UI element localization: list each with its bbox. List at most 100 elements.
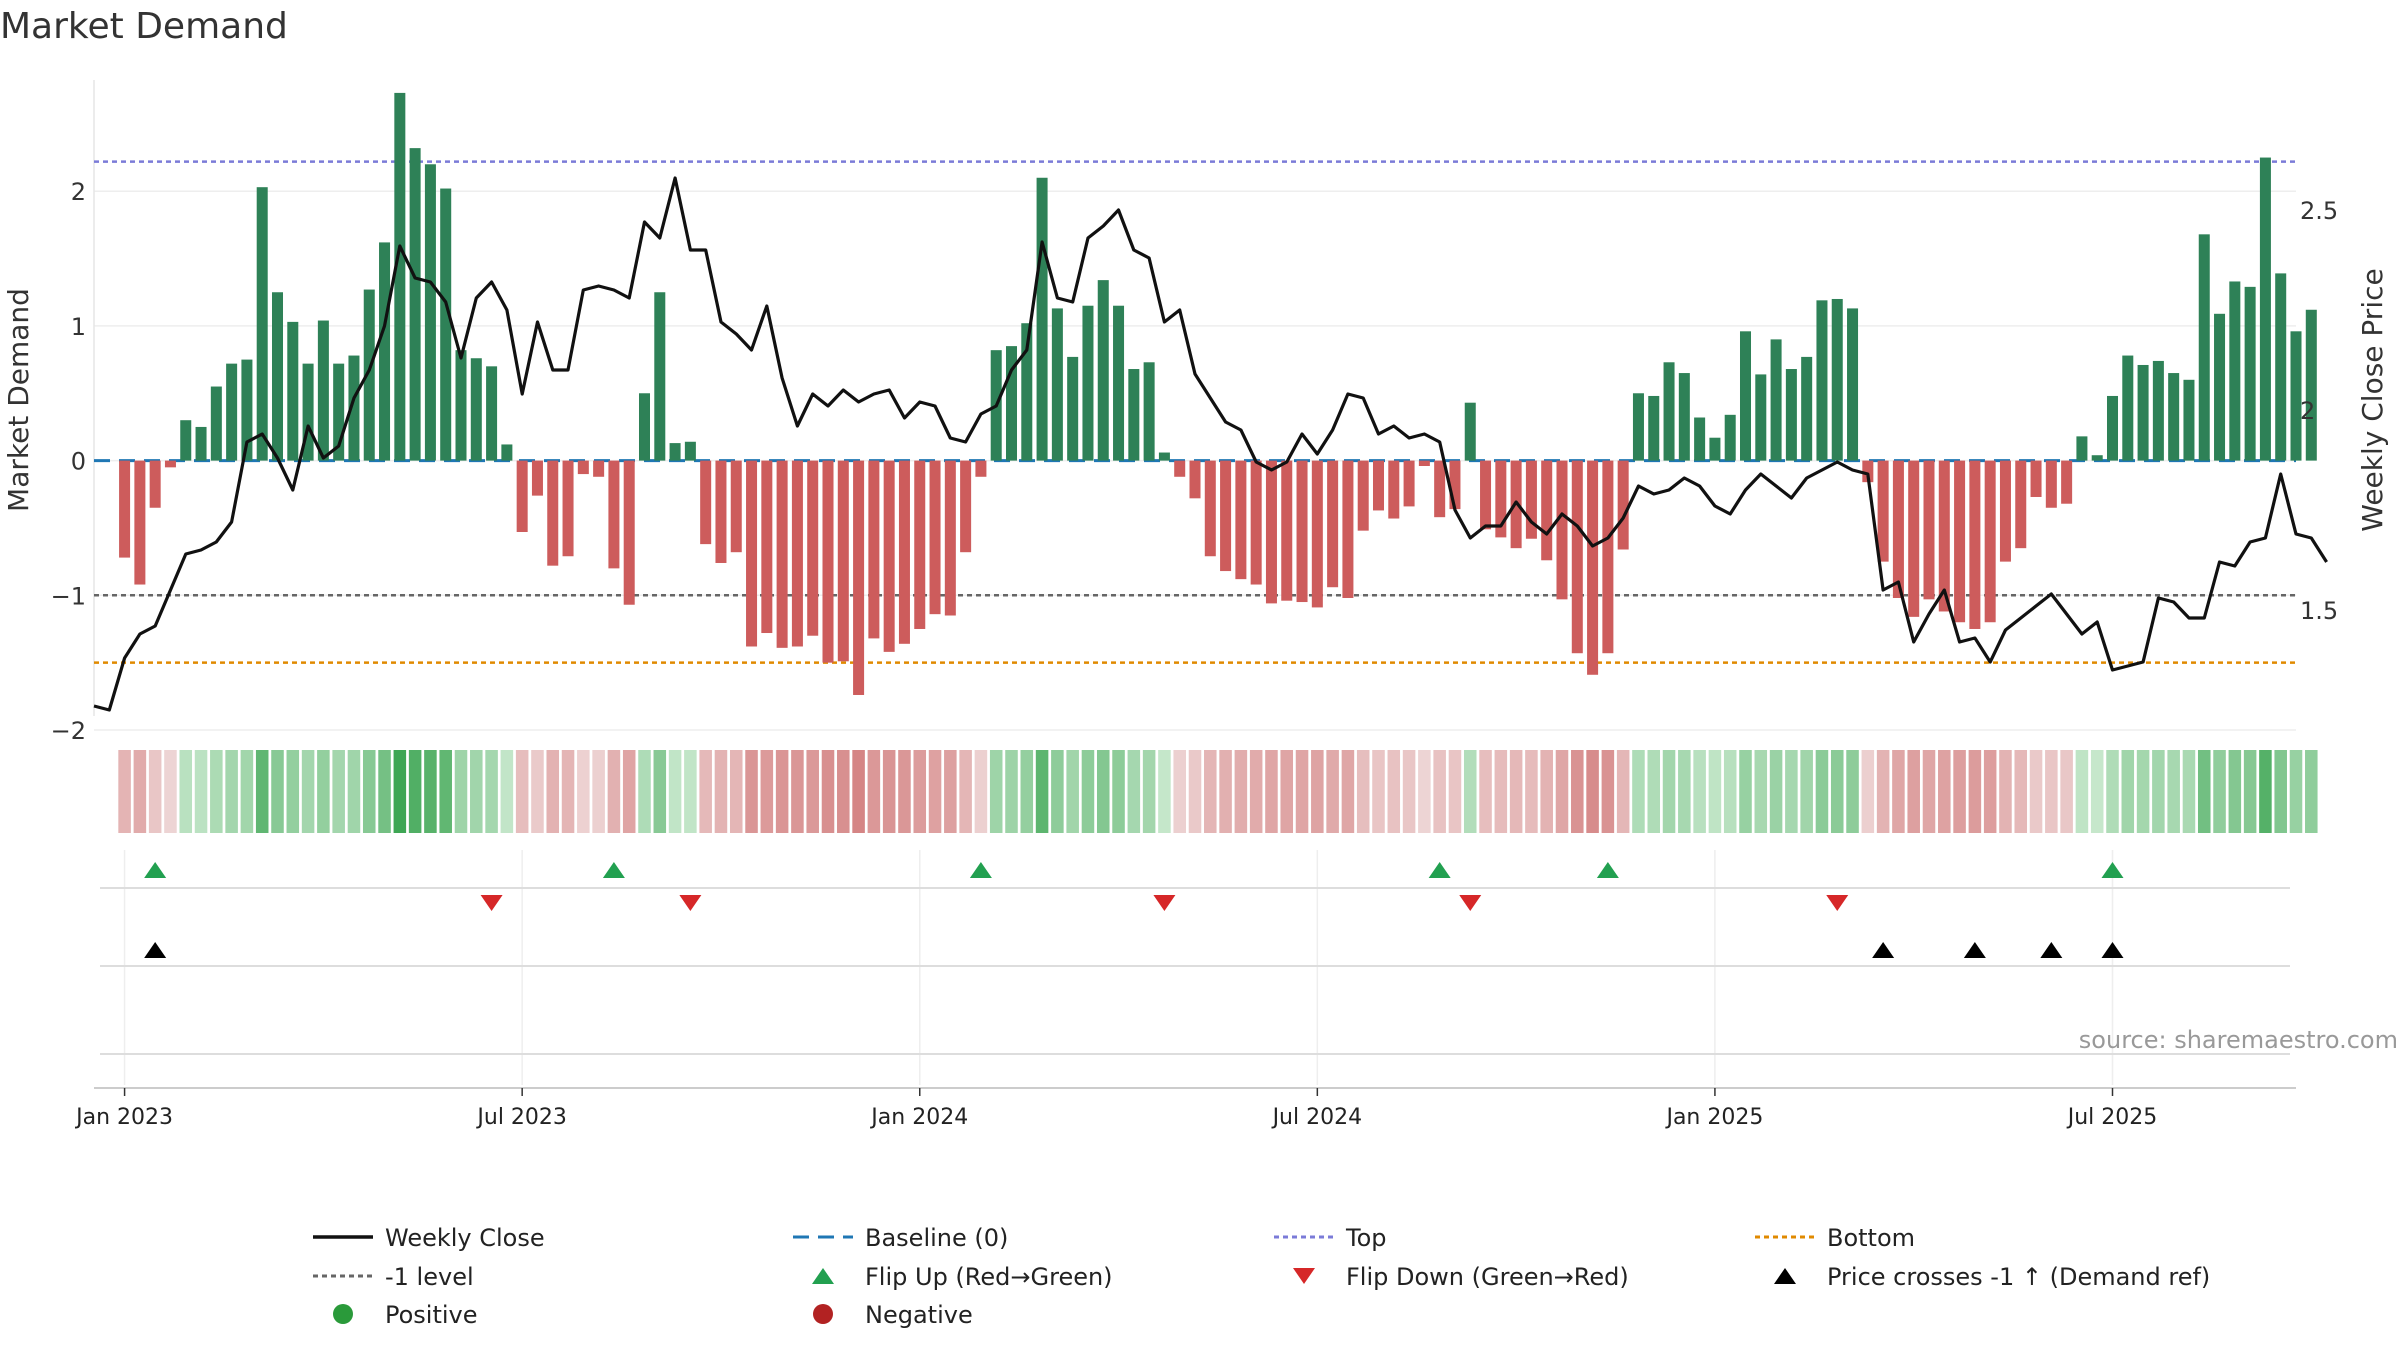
demand-bar [1220,460,1232,572]
price-cross-marker [1872,942,1895,958]
demand-bar [929,460,941,615]
demand-bar [2229,281,2241,461]
demand-bar [730,460,742,553]
legend: Weekly Close Baseline (0) Top Bottom -1 leve… [313,1224,2210,1329]
heat-cell [2090,750,2104,833]
heat-cell [2167,750,2180,833]
legend-swatch-circle [813,1304,833,1324]
demand-bar [1372,460,1385,511]
demand-bar [1984,460,1996,623]
heat-cell [959,750,972,833]
demand-bar [883,460,895,652]
demand-bar [1036,177,1048,461]
heat-cell [1387,750,1401,833]
heat-cell [1907,750,1920,833]
demand-bar [1388,460,1400,519]
heat-cell [2228,750,2242,833]
legend-label: Flip Down (Green→Red) [1346,1263,1629,1291]
demand-bar [1327,460,1339,588]
heat-cell [714,750,728,833]
flip-down-marker [1459,895,1482,911]
demand-bar [210,386,222,461]
demand-bar [1892,460,1904,598]
heat-cell [1295,750,1309,833]
demand-bar [486,366,498,461]
demand-bar [1969,460,1981,629]
heat-cell [668,750,682,833]
legend-swatch-circle [333,1304,353,1324]
heat-cell [1571,750,1584,833]
demand-bar [822,460,834,663]
demand-bar [226,363,238,461]
heat-cell [1876,750,1890,833]
heat-cell [745,750,758,833]
flip-up-marker [2101,862,2124,878]
demand-bar [164,460,176,468]
heat-cell [1983,750,1997,833]
demand-bar [562,460,574,557]
heat-cell [1800,750,1813,833]
heat-cell [1341,750,1355,833]
y-tick-label: 1 [71,313,86,341]
demand-bar [195,426,207,461]
heat-cell [1892,750,1905,833]
demand-bar [868,460,880,639]
heat-cell [1509,750,1523,833]
demand-bar [409,148,421,461]
legend-label: Positive [385,1301,478,1329]
flip-up-marker [144,862,167,878]
demand-bar [1847,308,1859,461]
heat-cell [1433,750,1446,833]
heat-cell [1616,750,1630,833]
heat-cell [622,750,636,833]
heat-cell [2259,750,2272,833]
demand-bar [1663,362,1675,461]
heat-cell [454,750,468,833]
demand-bar [1342,460,1354,598]
demand-bar [1357,460,1369,531]
flip-up-marker [1428,862,1451,878]
demand-bar [914,460,926,629]
demand-bar [1648,395,1660,461]
heat-cell [118,750,131,833]
heat-cell [607,750,621,833]
demand-bar [1739,331,1752,461]
demand-bar [1709,437,1721,461]
legend-label: Price crosses -1 ↑ (Demand ref) [1827,1263,2210,1291]
heat-cell [347,750,361,833]
demand-bar [1954,460,1966,623]
x-tick-label: Jan 2023 [74,1105,173,1130]
legend-label: -1 level [385,1263,474,1291]
heat-cell [2182,750,2196,833]
x-tick-label: Jul 2023 [475,1105,567,1130]
heat-cell [1861,750,1875,833]
demand-bar [348,355,360,461]
demand-bar [1617,460,1629,550]
demand-bar [1862,460,1874,483]
heat-cell [1005,750,1018,833]
demand-bar [700,460,712,545]
y2-tick-label: 2.5 [2300,197,2338,225]
demand-bar [898,460,910,644]
event-rows [100,862,2290,1055]
heat-cell [913,750,927,833]
heat-cell [1112,750,1125,833]
demand-bar [2183,379,2195,461]
heat-cell [2060,750,2073,833]
heat-cell [1938,750,1951,833]
legend-label: Baseline (0) [865,1224,1008,1252]
y2-tick-label: 1.5 [2300,597,2338,625]
heat-cell [577,750,590,833]
demand-bar [1005,346,1018,461]
demand-bar [333,363,345,461]
heat-cell [775,750,789,833]
heat-cell [2197,750,2211,833]
demand-bar [2198,234,2210,461]
heat-cell [806,750,819,833]
heat-cell [928,750,942,833]
demand-bar [2122,355,2134,461]
heat-cell [2213,750,2226,833]
heat-cell [2136,750,2150,833]
heat-cell [240,750,254,833]
demand-bar [638,393,651,461]
